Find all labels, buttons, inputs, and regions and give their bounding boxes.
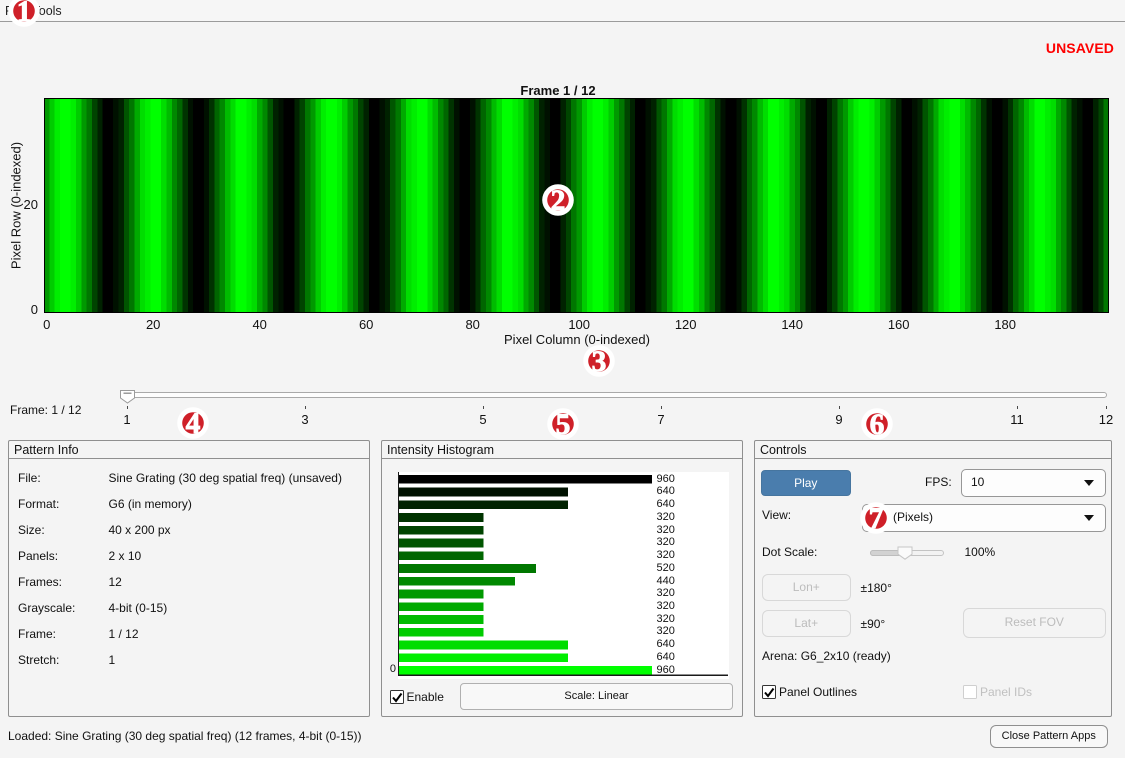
svg-text:5: 5 xyxy=(556,409,571,440)
svg-text:2: 2 xyxy=(551,185,566,216)
svg-text:7: 7 xyxy=(869,503,884,534)
svg-text:4: 4 xyxy=(186,408,201,439)
svg-text:6: 6 xyxy=(870,409,885,440)
svg-text:3: 3 xyxy=(591,346,606,377)
svg-text:1: 1 xyxy=(16,0,31,27)
